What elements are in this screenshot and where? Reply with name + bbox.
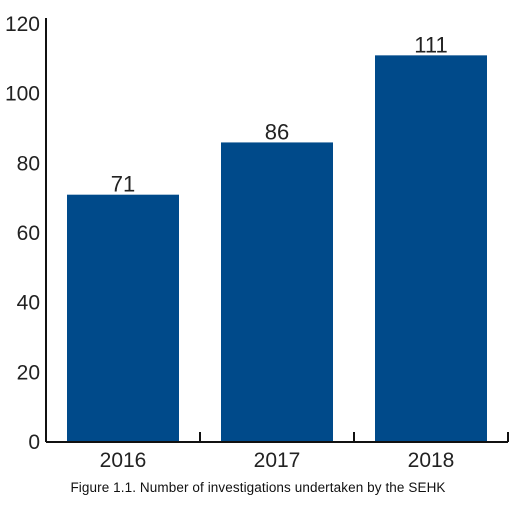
x-tick-label-2017: 2017 — [254, 449, 301, 472]
y-tick-label: 40 — [17, 292, 40, 315]
figure-caption: Figure 1.1. Number of investigations und… — [70, 480, 446, 495]
y-axis-ticks: 0 20 40 60 80 100 120 — [5, 13, 40, 454]
y-tick-label: 20 — [17, 361, 40, 384]
bar-series — [67, 55, 487, 442]
y-tick-label: 100 — [5, 83, 40, 106]
y-tick-label: 120 — [5, 13, 40, 36]
bar-2017 — [221, 142, 333, 442]
bar-2016 — [67, 194, 179, 442]
x-axis-ticks: 2016 2017 2018 — [100, 432, 509, 472]
x-tick-label-2016: 2016 — [100, 449, 147, 472]
x-tick-label-2018: 2018 — [408, 449, 455, 472]
bar-chart: 0 20 40 60 80 100 120 71 86 111 2016 2017 2018 — [5, 13, 509, 472]
data-labels: 71 86 111 — [111, 32, 448, 196]
data-label-2017: 86 — [265, 119, 289, 144]
y-tick-label: 60 — [17, 222, 40, 245]
y-tick-label: 80 — [17, 152, 40, 175]
y-tick-label: 0 — [28, 431, 40, 454]
bar-2018 — [375, 55, 487, 442]
data-label-2016: 71 — [111, 172, 135, 197]
data-label-2018: 111 — [414, 32, 447, 57]
